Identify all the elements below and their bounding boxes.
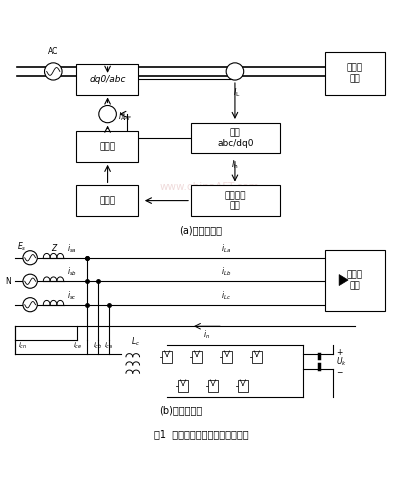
Text: $L_c$: $L_c$ [130, 335, 139, 348]
Bar [237, 380, 247, 392]
Text: $i_{sb}$: $i_{sb}$ [67, 266, 77, 278]
Bar [324, 250, 384, 310]
Text: 逆变器: 逆变器 [99, 142, 115, 151]
Circle shape [23, 251, 37, 265]
Bar [190, 123, 279, 153]
Bar [76, 185, 138, 216]
Circle shape [23, 274, 37, 288]
Text: $i_{La}$: $i_{La}$ [221, 243, 231, 255]
Text: 非线性
负载: 非线性 负载 [346, 63, 362, 83]
Text: $i_{Lb}$: $i_{Lb}$ [221, 266, 231, 278]
Circle shape [99, 105, 116, 123]
Text: $I_{\rm h}$: $I_{\rm h}$ [231, 159, 238, 171]
Text: $+$: $+$ [335, 347, 342, 357]
Text: 计算谐波
电流: 计算谐波 电流 [224, 191, 245, 210]
Bar [251, 351, 261, 363]
Text: $i_{sc}$: $i_{sc}$ [67, 289, 77, 302]
Text: 采集
abc/dq0: 采集 abc/dq0 [217, 128, 253, 148]
Text: 非线性
负载: 非线性 负载 [346, 271, 362, 290]
Text: (b)工作示意图: (b)工作示意图 [159, 405, 202, 415]
Text: $E_s$: $E_s$ [17, 241, 27, 253]
Bar [177, 380, 188, 392]
Text: N: N [6, 277, 11, 286]
Text: $I_{\rm L}$: $I_{\rm L}$ [233, 86, 240, 99]
Text: 控制器: 控制器 [99, 196, 115, 205]
Text: (a)拓扑结构图: (a)拓扑结构图 [179, 225, 222, 235]
Text: $i_{sa}$: $i_{sa}$ [67, 243, 77, 255]
Circle shape [45, 63, 62, 80]
Text: $i_{cn}$: $i_{cn}$ [18, 341, 27, 351]
Text: $i_{cb}$: $i_{cb}$ [93, 341, 103, 351]
Text: dq0/abc: dq0/abc [89, 75, 126, 84]
Text: $i_{ce}$: $i_{ce}$ [72, 341, 82, 351]
Bar [207, 380, 218, 392]
Bar [76, 131, 138, 162]
Bar [324, 52, 384, 94]
Text: $-$: $-$ [335, 367, 342, 375]
Bar [190, 185, 279, 216]
Circle shape [226, 63, 243, 80]
Text: AC: AC [48, 47, 58, 56]
Text: $I_{\rm APF}$: $I_{\rm APF}$ [118, 110, 132, 123]
Bar [191, 351, 202, 363]
Polygon shape [338, 275, 347, 285]
Circle shape [23, 298, 37, 312]
Text: $U_k$: $U_k$ [335, 355, 346, 368]
Bar [76, 64, 138, 94]
Bar [162, 351, 172, 363]
Bar [221, 351, 231, 363]
Text: $i_n$: $i_n$ [203, 329, 210, 341]
Text: $i_{ca}$: $i_{ca}$ [104, 341, 113, 351]
Text: Z: Z [51, 244, 57, 253]
Text: $i_{Lc}$: $i_{Lc}$ [221, 289, 230, 302]
Text: 图1  系统拓扑结构图及工作示意图: 图1 系统拓扑结构图及工作示意图 [153, 429, 248, 439]
Text: www.chinaAFT.com: www.chinaAFT.com [159, 183, 258, 192]
